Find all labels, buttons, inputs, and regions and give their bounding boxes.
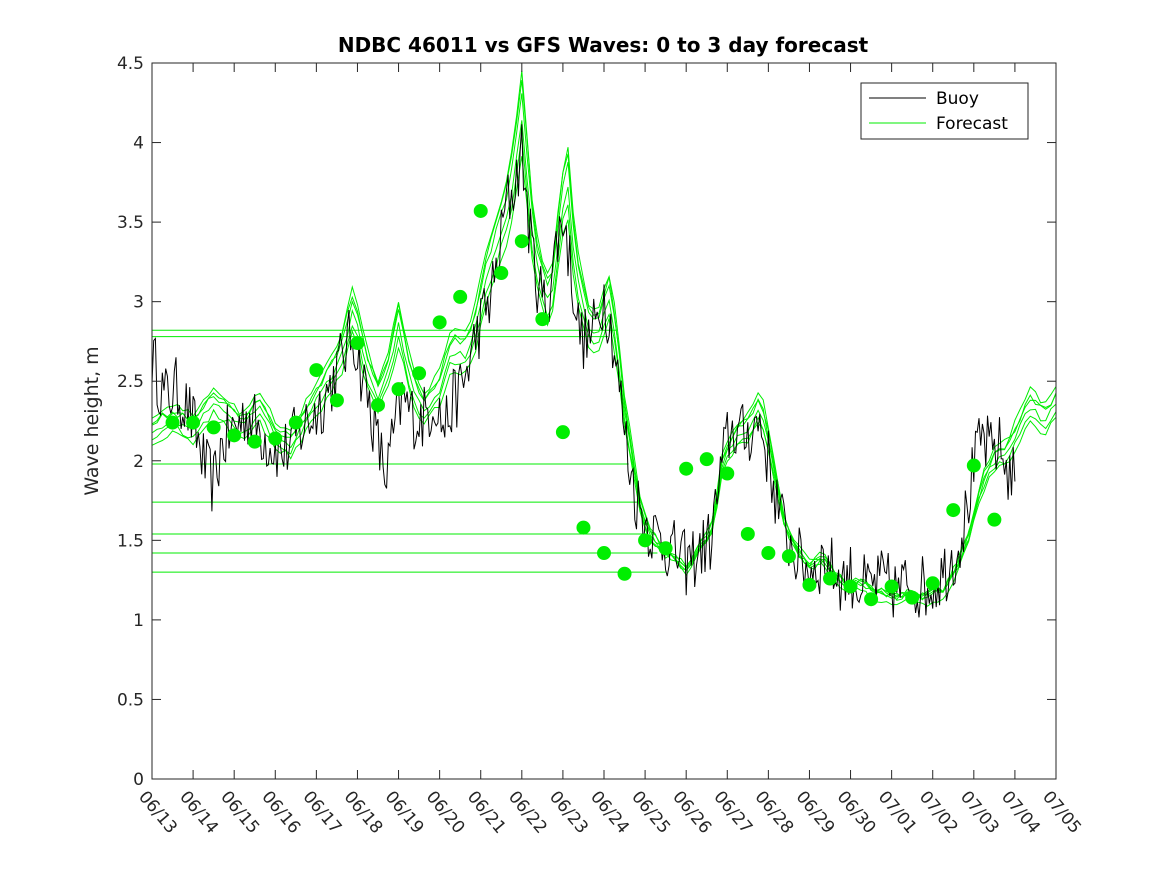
x-tick-label: 06/22 [504,787,551,837]
legend-buoy-label: Buoy [936,89,979,109]
y-axis-ticks: 0 0.5 1 1.5 2 2.5 3 3.5 4 4.5 [117,54,1056,790]
y-axis-label: Wave height, m [81,346,103,495]
forecast-series-3 [151,135,1057,601]
x-tick-label: 06/17 [299,787,346,837]
forecast-marker [966,458,981,473]
forecast-marker [329,393,344,408]
forecast-marker [288,415,303,430]
x-tick-label: 07/03 [956,787,1003,837]
legend-forecast-label: Forecast [936,114,1008,134]
chart-title: NDBC 46011 vs GFS Waves: 0 to 3 day fore… [338,33,869,57]
forecast-marker [987,512,1002,527]
forecast-marker [740,526,755,541]
y-tick-label: 4.5 [117,54,144,74]
x-tick-label: 06/19 [381,787,428,837]
x-tick-label: 07/04 [997,787,1044,837]
buoy-series [151,124,1016,618]
y-tick-label: 2 [133,452,144,472]
forecast-marker [473,203,488,218]
buoy-line [151,124,1016,618]
forecast-marker [514,234,529,249]
forecast-marker [350,336,365,351]
forecast-marker [597,546,611,561]
x-tick-label: 06/13 [134,787,181,837]
forecast-marker [576,520,591,535]
x-tick-label: 06/30 [833,787,880,837]
forecast-marker [535,312,550,327]
forecast-marker [699,452,714,467]
forecast-marker [884,579,899,594]
x-tick-label: 06/29 [792,787,839,837]
forecast-marker [638,533,653,548]
forecast-marker [617,566,632,581]
x-tick-label: 06/28 [751,787,798,837]
x-tick-label: 06/20 [422,787,469,837]
forecast-marker [658,541,673,556]
forecast-marker [227,428,242,443]
forecast-marker [720,466,735,481]
forecast-marker [412,366,427,381]
x-tick-label: 06/27 [709,787,756,837]
forecast-marker [843,579,858,594]
y-tick-label: 0 [133,770,144,790]
x-tick-label: 06/24 [586,787,633,837]
x-tick-label: 06/18 [340,787,387,837]
y-tick-label: 3 [133,293,144,313]
x-tick-label: 06/15 [216,787,263,837]
forecast-marker [165,415,180,430]
x-tick-label: 06/21 [463,787,510,837]
forecast-marker [925,576,940,591]
y-tick-label: 0.5 [117,690,144,710]
legend-box [860,82,1029,140]
x-tick-label: 06/16 [257,787,304,837]
forecast-marker [781,549,796,564]
y-tick-label: 1.5 [117,531,144,551]
forecast-marker [761,546,776,561]
x-tick-label: 06/26 [668,787,715,837]
y-tick-label: 1 [133,611,144,631]
forecast-marker [946,503,961,518]
y-tick-label: 4 [133,134,144,154]
x-tick-label: 07/02 [915,787,962,837]
forecast-marker [802,577,817,592]
forecast-marker [555,425,570,440]
plot-area [152,63,1056,779]
forecast-markers [165,203,1002,607]
x-tick-label: 06/23 [545,787,592,837]
x-tick-label: 07/01 [874,787,921,837]
forecast-marker [453,289,468,304]
x-tick-label: 07/05 [1038,787,1085,837]
forecast-marker [823,571,837,586]
y-tick-label: 2.5 [117,372,144,392]
forecast-marker [864,592,879,607]
forecast-marker [679,461,694,476]
forecast-marker [206,420,221,435]
y-tick-label: 3.5 [117,213,144,233]
x-tick-label: 06/25 [627,787,674,837]
forecast-marker [247,434,262,449]
forecast-marker [905,590,920,605]
forecast-marker [432,315,447,330]
x-tick-label: 06/14 [175,787,222,837]
forecast-marker [309,363,324,378]
forecast-marker [186,415,201,430]
forecast-marker [371,398,385,413]
forecast-marker [391,382,406,397]
forecast-marker [494,266,509,281]
legend: Buoy Forecast [860,82,1029,140]
forecast-marker [268,431,283,446]
